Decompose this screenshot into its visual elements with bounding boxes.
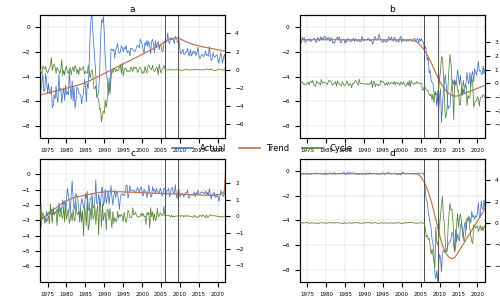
Legend: Actual, Trend, Cycle: Actual, Trend, Cycle	[169, 141, 356, 156]
Title: c: c	[130, 149, 135, 158]
Title: b: b	[390, 5, 395, 14]
Title: d: d	[390, 149, 395, 158]
Title: a: a	[130, 5, 136, 14]
